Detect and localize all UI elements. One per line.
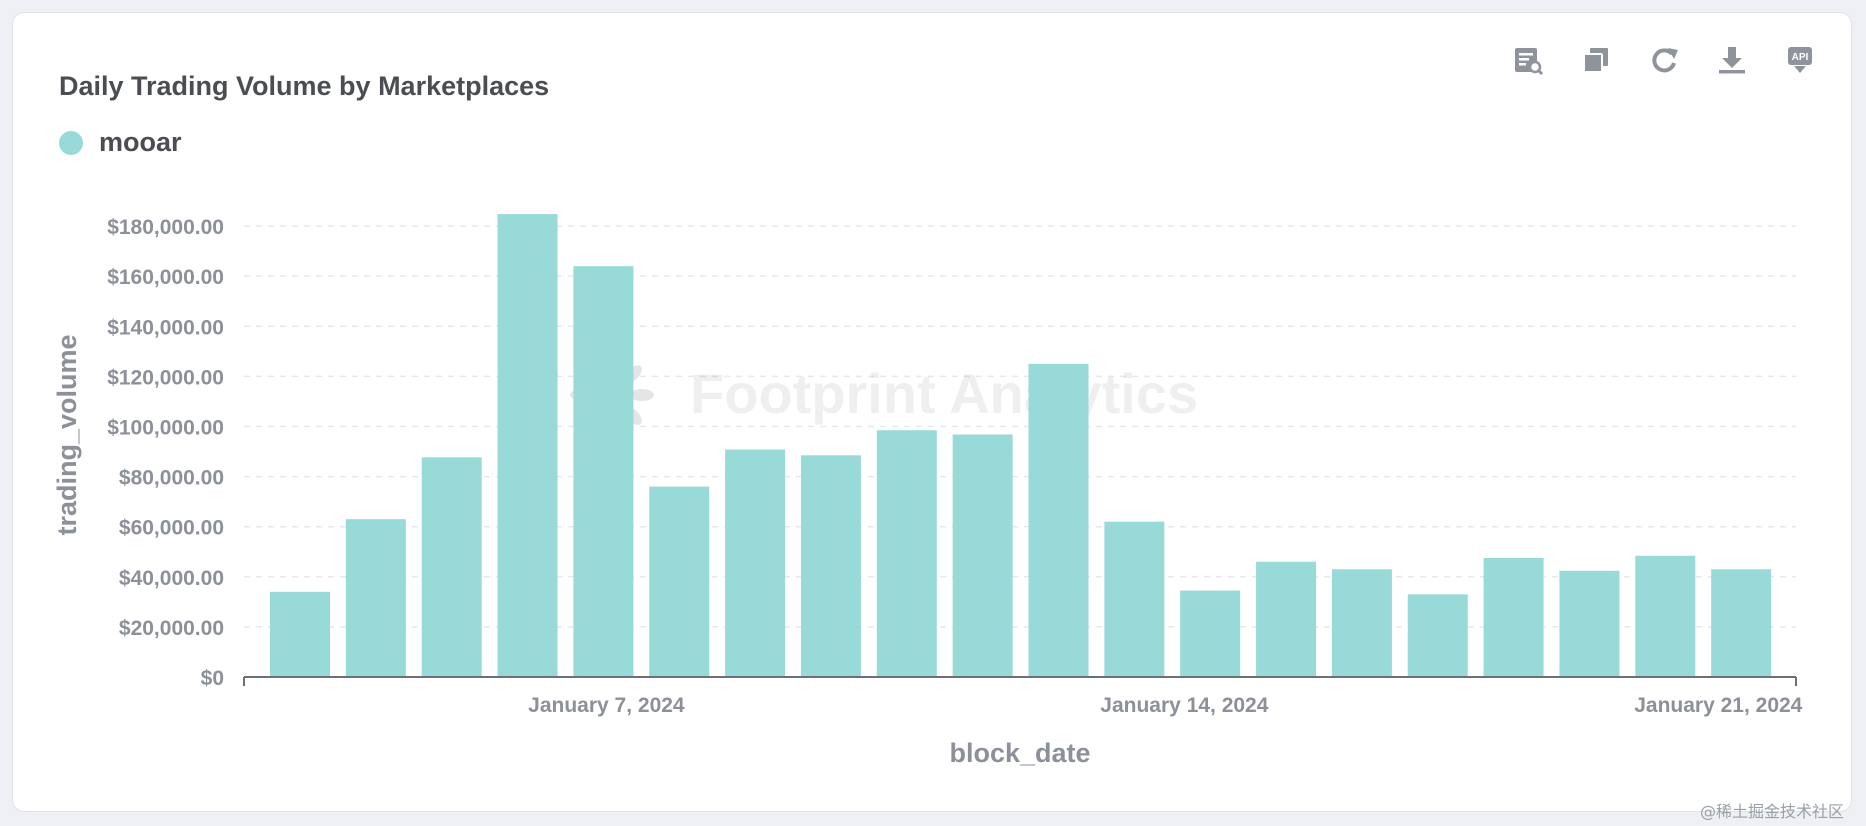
bar-2024-01-13[interactable] [1028, 363, 1089, 677]
watermark-text: Footprint Analytics [690, 362, 1198, 425]
y-tick-label: $100,000.00 [107, 416, 224, 439]
bar-2024-01-10[interactable] [800, 455, 861, 677]
svg-text:API: API [1792, 52, 1809, 63]
bar-2024-01-03[interactable] [270, 591, 330, 677]
y-tick-label: $180,000.00 [107, 216, 224, 239]
bar-2024-01-22[interactable] [1711, 569, 1772, 677]
bar-2024-01-06[interactable] [497, 214, 558, 677]
download-button[interactable] [1715, 43, 1749, 77]
duplicate-icon [1583, 48, 1608, 73]
view-query-button[interactable] [1511, 43, 1545, 77]
bar-2024-01-07[interactable] [573, 266, 634, 677]
chart-title: Daily Trading Volume by Marketplaces [59, 71, 550, 101]
bar-2024-01-14[interactable] [1104, 521, 1165, 677]
legend-item-mooar[interactable]: mooar [59, 127, 182, 158]
y-tick-label: $0 [201, 667, 224, 690]
y-tick-label: $40,000.00 [119, 567, 224, 590]
y-tick-label: $60,000.00 [119, 517, 224, 540]
y-tick-label: $160,000.00 [107, 266, 224, 289]
chart-card: Daily Trading Volume by Marketplaces moo… [12, 12, 1852, 812]
view-query-icon [1515, 48, 1544, 76]
bars [270, 214, 1772, 677]
bar-2024-01-08[interactable] [649, 486, 710, 677]
refresh-button[interactable] [1647, 43, 1681, 77]
bar-2024-01-18[interactable] [1407, 594, 1468, 677]
bar-2024-01-11[interactable] [876, 430, 937, 677]
x-axis-title: block_date [949, 738, 1090, 768]
api-icon: API [1788, 47, 1812, 73]
y-axis-title: trading_volume [52, 334, 82, 535]
x-tick-label: January 7, 2024 [528, 694, 685, 717]
legend-label: mooar [99, 127, 182, 157]
x-tick-label: January 14, 2024 [1100, 694, 1268, 717]
watermark-logo: Footprint Analytics [570, 353, 1198, 437]
bar-2024-01-04[interactable] [345, 519, 406, 677]
bar-2024-01-05[interactable] [421, 457, 482, 677]
duplicate-button[interactable] [1579, 43, 1613, 77]
y-tick-label: $20,000.00 [119, 617, 224, 640]
legend-swatch [59, 130, 83, 155]
bar-2024-01-09[interactable] [725, 449, 786, 677]
site-watermark: @稀土掘金技术社区 [1699, 802, 1844, 821]
bar-2024-01-17[interactable] [1331, 569, 1392, 677]
bar-2024-01-12[interactable] [952, 434, 1013, 677]
y-tick-label: $140,000.00 [107, 316, 224, 339]
bar-2024-01-19[interactable] [1483, 558, 1544, 677]
axes: $0 $20,000.00 $40,000.00 $60,000.00 $80,000.… [52, 216, 1803, 768]
api-button[interactable]: API [1783, 43, 1817, 77]
y-tick-label: $80,000.00 [119, 467, 224, 490]
x-tick-label: January 21, 2024 [1634, 694, 1802, 717]
bar-2024-01-21[interactable] [1635, 555, 1696, 677]
bar-2024-01-20[interactable] [1559, 570, 1620, 677]
y-tick-label: $120,000.00 [107, 366, 224, 389]
chart-toolbar: API [1511, 43, 1817, 77]
download-icon [1719, 47, 1745, 74]
bar-2024-01-15[interactable] [1180, 590, 1241, 677]
bar-2024-01-16[interactable] [1256, 561, 1317, 677]
refresh-icon [1652, 48, 1678, 73]
